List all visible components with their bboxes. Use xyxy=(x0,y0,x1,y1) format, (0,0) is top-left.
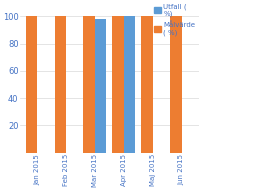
Bar xyxy=(26,16,37,153)
Bar xyxy=(170,16,181,153)
Bar xyxy=(83,16,95,153)
Bar xyxy=(112,16,124,153)
Bar xyxy=(55,16,66,153)
Bar xyxy=(124,16,135,153)
Bar xyxy=(95,19,106,153)
Legend: Utfall (
%), Målvärde
( %): Utfall ( %), Målvärde ( %) xyxy=(154,3,195,36)
Bar xyxy=(141,16,153,153)
